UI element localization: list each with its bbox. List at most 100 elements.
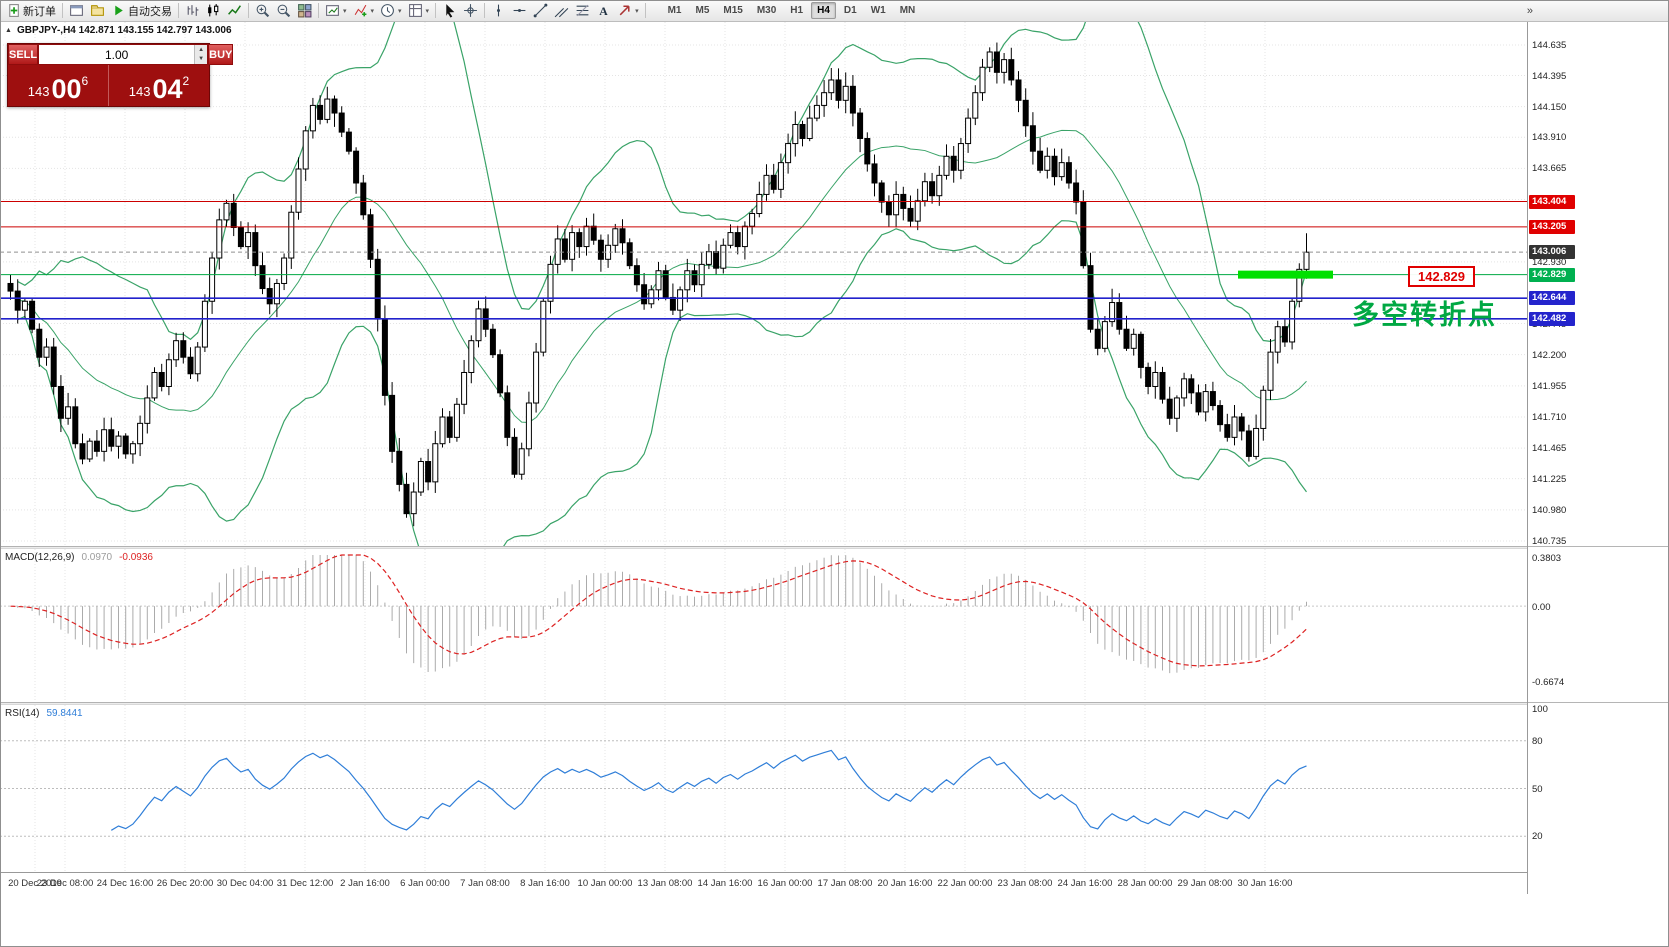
macd-panel[interactable]: MACD(12,26,9) 0.0970 -0.0936 — [0, 549, 1527, 702]
time-tick: 29 Jan 08:00 — [1177, 878, 1233, 889]
timeframe-toolbar: M1 M5 M15 M30 H1 H4 D1 W1 MN — [661, 2, 923, 19]
toolbar-text-label-button[interactable]: A — [593, 1, 614, 20]
candles-icon — [206, 3, 221, 18]
time-tick: 24 Dec 16:00 — [96, 878, 154, 889]
toolbar-new-order-label: 新订单 — [23, 5, 56, 18]
time-tick: 23 Jan 08:00 — [997, 878, 1053, 889]
toolbar-horizontal-line-button[interactable] — [509, 1, 530, 20]
price-badge-142.482: 142.482 — [1529, 311, 1575, 326]
price-axis[interactable]: 144.635 144.395 144.150 143.910 143.665 143.4… — [1527, 22, 1668, 894]
turning-point-annotation[interactable]: 多空转折点 — [1352, 300, 1497, 330]
price-badge-143.205: 143.205 — [1529, 219, 1575, 234]
volume-down-button[interactable]: ▼ — [195, 54, 208, 64]
axis-divider — [1528, 702, 1668, 703]
buy-price-main: 04 — [152, 74, 183, 105]
buy-price-sup: 2 — [182, 74, 190, 88]
toolbar-indicators-button[interactable]: ▾ — [350, 1, 378, 20]
timeframe-M5-button[interactable]: M5 — [695, 5, 710, 16]
toolbar-bar-chart-button[interactable] — [182, 1, 203, 20]
toolbar-fibonacci-button[interactable] — [572, 1, 593, 20]
macd-histogram — [17, 555, 1307, 674]
new-order-icon — [6, 3, 21, 18]
rsi-value: 59.8441 — [46, 708, 83, 719]
play-icon — [111, 3, 126, 18]
time-tick: 20 Jan 16:00 — [877, 878, 933, 889]
chart-window-icon — [69, 3, 84, 18]
toolbar-arrows-button[interactable]: ▾ — [614, 1, 642, 20]
toolbar-templates-button[interactable]: ▾ — [405, 1, 433, 20]
buy-price-button[interactable]: 143 04 2 — [109, 65, 209, 106]
timeframe-M15-button[interactable]: M15 — [723, 5, 743, 16]
toolbar-overflow-button[interactable]: » — [1526, 4, 1533, 17]
buy-button[interactable]: BUY — [208, 44, 234, 65]
toolbar-separator — [248, 3, 249, 18]
toolbar-crosshair-button[interactable] — [460, 1, 481, 20]
template-icon — [408, 3, 423, 18]
timeframe-H1-button[interactable]: H1 — [790, 5, 804, 16]
toolbar-equidistant-channel-button[interactable] — [551, 1, 572, 20]
toolbar-profiles-button[interactable] — [87, 1, 108, 20]
toolbar-vertical-line-button[interactable] — [488, 1, 509, 20]
rsi-axis-label: 80 — [1532, 735, 1543, 747]
price-badge-142.644: 142.644 — [1529, 291, 1575, 306]
toolbar-trendline-button[interactable] — [530, 1, 551, 20]
toolbar-candle-chart-button[interactable] — [203, 1, 224, 20]
time-tick: 10 Jan 00:00 — [577, 878, 633, 889]
candlesticks — [7, 42, 1310, 527]
macd-chart — [0, 549, 1527, 702]
macd-main-value: 0.0970 — [81, 552, 113, 563]
candlestick-chart[interactable] — [0, 22, 1527, 546]
toolbar-separator — [318, 3, 319, 18]
macd-axis-label: 0.00 — [1532, 602, 1551, 614]
toolbar-cursor-button[interactable] — [439, 1, 460, 20]
panel-separator[interactable] — [0, 546, 1527, 549]
volume-field: ▲ ▼ — [38, 44, 209, 65]
line-icon — [227, 3, 242, 18]
toolbar-new-order-button[interactable]: 新订单 — [3, 1, 59, 20]
toolbar-charts-window-button[interactable] — [66, 1, 87, 20]
timeframe-W1-button[interactable]: W1 — [870, 5, 886, 16]
price-tick: 141.710 — [1532, 412, 1567, 423]
time-tick: 30 Jan 16:00 — [1237, 878, 1293, 889]
volume-input[interactable] — [39, 45, 195, 64]
main-chart[interactable]: ▲ GBPJPY-,H4 142.871 143.155 142.797 143… — [0, 22, 1527, 546]
toolbar-periods-button[interactable]: ▾ — [377, 1, 405, 20]
rsi-panel[interactable]: RSI(14) 59.8441 — [0, 705, 1527, 872]
fibo-icon — [575, 3, 590, 18]
rsi-label: RSI(14) 59.8441 — [5, 708, 83, 719]
volume-up-button[interactable]: ▲ — [195, 45, 208, 55]
caret-down-icon: ▾ — [635, 7, 639, 15]
time-axis[interactable]: 20 Dec 2019 23 Dec 08:00 24 Dec 16:00 26 De… — [0, 872, 1527, 894]
clock-icon — [380, 3, 395, 18]
toolbar-line-chart-button[interactable] — [224, 1, 245, 20]
collapse-trade-panel-icon[interactable]: ▲ — [5, 27, 12, 34]
price-tick: 144.150 — [1532, 101, 1567, 113]
time-tick: 14 Jan 16:00 — [697, 878, 753, 889]
time-tick: 8 Jan 16:00 — [520, 878, 570, 889]
toolbar-separator — [484, 3, 486, 18]
timeframe-MN-button[interactable]: MN — [899, 5, 916, 16]
time-tick: 7 Jan 08:00 — [460, 878, 510, 889]
toolbar-tile-windows-button[interactable] — [294, 1, 315, 20]
toolbar-autotrading-button[interactable]: 自动交易 — [108, 1, 175, 20]
toolbar-zoom-in-button[interactable] — [252, 1, 273, 20]
macd-axis-label: -0.6674 — [1532, 677, 1565, 688]
arrows-icon — [617, 3, 632, 18]
toolbar-zoom-out-button[interactable] — [273, 1, 294, 20]
time-tick: 24 Jan 16:00 — [1057, 878, 1113, 889]
toolbar-separator — [62, 3, 63, 18]
bars-icon — [185, 3, 200, 18]
sell-price-button[interactable]: 143 00 6 — [8, 65, 109, 106]
vline-icon — [491, 3, 506, 18]
trendline-icon — [533, 3, 548, 18]
sell-button[interactable]: SELL — [8, 44, 39, 65]
timeframe-M30-button[interactable]: M30 — [756, 5, 777, 16]
buy-price-prefix: 143 — [128, 84, 151, 99]
timeframe-D1-button[interactable]: D1 — [843, 5, 857, 16]
timeframe-M1-button[interactable]: M1 — [667, 5, 682, 16]
timeframe-H4-button[interactable]: H4 — [811, 2, 836, 19]
price-tag-annotation[interactable]: 142.829 — [1408, 266, 1475, 287]
toolbar-new-chart-button[interactable]: ▾ — [322, 1, 350, 20]
panel-separator[interactable] — [0, 702, 1527, 705]
macd-axis-label: 0.3803 — [1532, 553, 1562, 564]
